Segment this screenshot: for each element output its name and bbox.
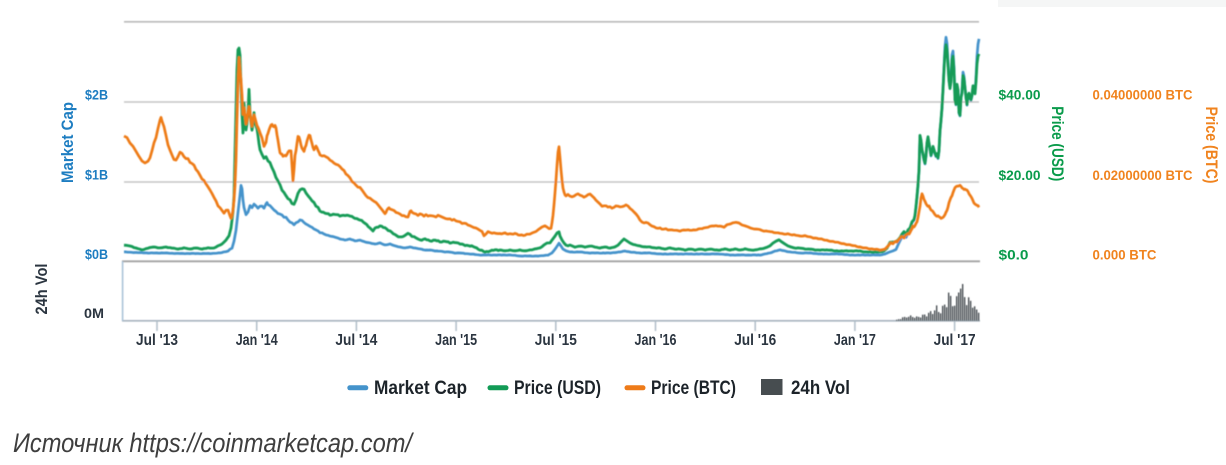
svg-text:Market Cap: Market Cap <box>59 102 77 183</box>
svg-text:Jul '16: Jul '16 <box>734 332 776 349</box>
svg-text:$40.00: $40.00 <box>999 87 1041 103</box>
svg-text:$0B: $0B <box>85 247 108 262</box>
svg-text:24h Vol: 24h Vol <box>791 377 850 399</box>
svg-text:Jul '17: Jul '17 <box>934 332 976 349</box>
svg-text:$2B: $2B <box>85 88 108 103</box>
svg-text:Jan '16: Jan '16 <box>635 332 677 349</box>
svg-text:0.02000000 BTC: 0.02000000 BTC <box>1093 167 1193 183</box>
svg-text:Jan '15: Jan '15 <box>435 332 477 349</box>
svg-text:Price (USD): Price (USD) <box>1048 106 1066 181</box>
svg-text:0M: 0M <box>84 306 104 321</box>
svg-text:Jul '15: Jul '15 <box>535 332 577 349</box>
svg-text:$20.00: $20.00 <box>999 167 1041 183</box>
svg-text:Jul '14: Jul '14 <box>335 332 377 349</box>
svg-text:Market Cap: Market Cap <box>374 377 467 399</box>
svg-text:Price (USD): Price (USD) <box>514 377 601 399</box>
svg-text:Jul '13: Jul '13 <box>136 332 178 349</box>
svg-text:Jan '17: Jan '17 <box>834 332 876 349</box>
svg-text:0.04000000 BTC: 0.04000000 BTC <box>1093 87 1193 103</box>
svg-text:Источник https://coinmarketcap: Источник https://coinmarketcap.com/ <box>13 428 414 458</box>
svg-text:Price (BTC): Price (BTC) <box>651 377 736 399</box>
svg-text:Price (BTC): Price (BTC) <box>1202 107 1220 184</box>
svg-text:Jan '14: Jan '14 <box>236 332 278 349</box>
svg-text:$0.0: $0.0 <box>999 247 1029 263</box>
svg-text:0.000 BTC: 0.000 BTC <box>1093 247 1157 263</box>
svg-text:$1B: $1B <box>85 168 108 183</box>
svg-text:24h Vol: 24h Vol <box>33 264 51 315</box>
